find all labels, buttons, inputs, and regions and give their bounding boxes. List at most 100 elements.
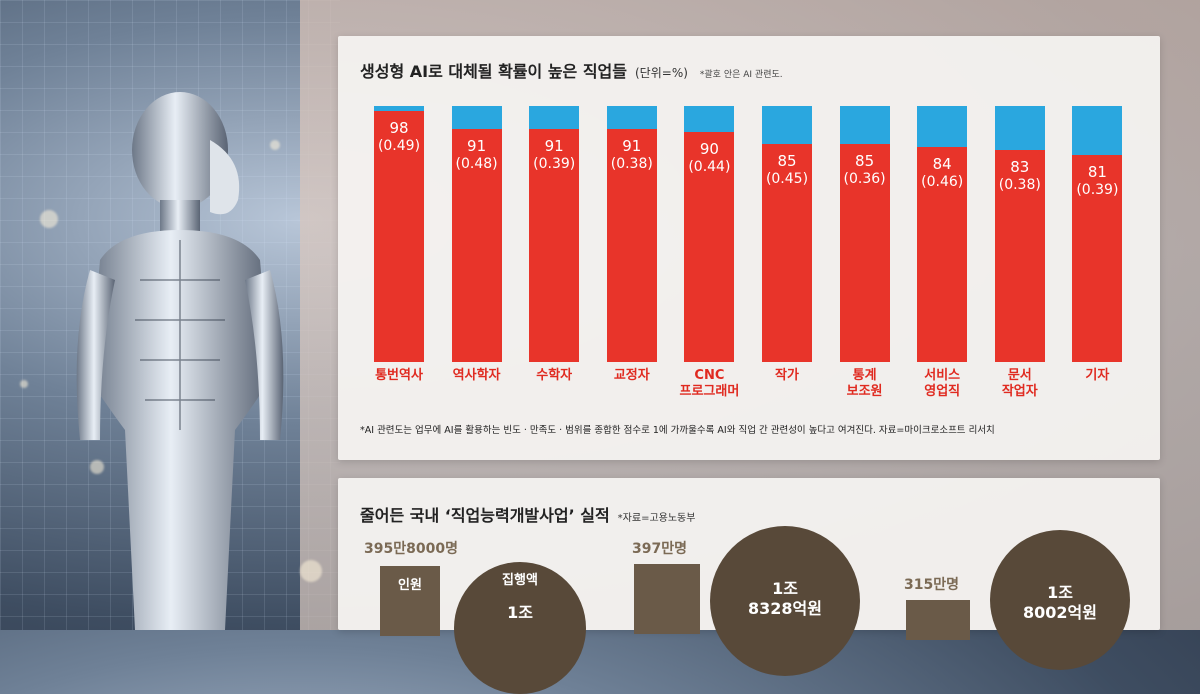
chart-title: 생성형 AI로 대체될 확률이 높은 직업들 <box>360 62 627 81</box>
bar-remainder: 85 (0.45) <box>762 106 812 362</box>
bar <box>917 147 968 362</box>
bar-value-label: 81 (0.39) <box>1062 163 1132 199</box>
category-labels: 통번역사 역사학자 수학자 교정자 CNC 프로그래머 작가 통계 보조원 서비스 영업직 문서 작업자… <box>374 368 1134 408</box>
bar-remainder: 83 (0.38) <box>994 106 1045 362</box>
footnote: *AI 관련도는 업무에 AI를 활용하는 빈도 · 만족도 · 범위를 종합한… <box>360 425 995 436</box>
bar <box>529 129 580 362</box>
budget-value-1: 1조 <box>507 603 533 622</box>
bar-value-label: 83 (0.38) <box>985 158 1055 194</box>
ai-relevance-label: (0.39) <box>533 156 576 172</box>
category-label-line: 통계 <box>852 368 877 383</box>
bar <box>994 150 1045 362</box>
chart-note: *괄호 안은 AI 관련도. <box>699 70 783 80</box>
ai-relevance-label: (0.45) <box>765 171 809 187</box>
budget-value-2-line2: 8328억원 <box>748 599 822 618</box>
ai-relevance-label: (0.44) <box>688 159 731 175</box>
budget-value-3-line1: 1조 <box>1047 583 1073 602</box>
category-label-line: CNC <box>694 368 725 383</box>
bottom-chart-header: 줄어든 국내 ‘직업능력개발사업’ 실적 *자료=고용노동부 <box>360 502 695 526</box>
category-label: 작가 <box>747 368 827 384</box>
bar-value: 90 <box>699 140 719 158</box>
robot-illustration <box>76 92 284 630</box>
ai-relevance-label: (0.36) <box>843 171 886 187</box>
bar-value: 91 <box>544 137 564 155</box>
bar-remainder: 91 (0.48) <box>451 106 502 362</box>
category-label-line: 통번역사 <box>375 368 423 383</box>
bar <box>451 129 502 362</box>
bar-value-label: 98 (0.49) <box>364 119 434 155</box>
bar-value: 81 <box>1087 163 1107 181</box>
bar-value-label: 84 (0.46) <box>907 155 977 191</box>
category-label-line: 작업자 <box>1001 384 1038 399</box>
category-label: 기자 <box>1057 368 1137 384</box>
category-label-line: 문서 <box>1007 368 1032 383</box>
bar-value: 84 <box>932 155 952 173</box>
people-label: 인원 <box>398 578 422 593</box>
category-label-line: 역사학자 <box>452 368 501 383</box>
ai-relevance-label: (0.48) <box>455 156 498 172</box>
ai-relevance-label: (0.38) <box>610 156 653 172</box>
bar-value: 83 <box>1010 158 1030 176</box>
category-label-line: 교정자 <box>613 368 650 383</box>
budget-value-3-line2: 8002억원 <box>1023 603 1097 622</box>
category-label: 서비스 영업직 <box>902 368 982 400</box>
bar-value-label: 91 (0.48) <box>442 137 512 173</box>
bar-value-label: 85 (0.45) <box>752 152 822 188</box>
bokeh-light <box>20 380 28 388</box>
bar-value: 85 <box>855 152 875 170</box>
bottom-chart-source: *자료=고용노동부 <box>617 513 696 524</box>
bar-value: 91 <box>622 137 642 155</box>
bar-remainder: 85 (0.36) <box>839 106 890 362</box>
bar <box>1072 155 1123 362</box>
category-label: 교정자 <box>592 368 672 384</box>
category-label-line: 영업직 <box>924 384 961 399</box>
category-label-line: 서비스 <box>924 368 961 383</box>
bar <box>839 144 890 362</box>
bar <box>606 129 657 362</box>
bar-remainder: 84 (0.46) <box>917 106 968 362</box>
people-count-2: 397만명 <box>632 541 687 557</box>
ai-relevance-label: (0.46) <box>921 174 964 190</box>
chart-unit: (단위=%) <box>635 66 688 80</box>
bokeh-light <box>270 140 280 150</box>
people-bar-2 <box>634 564 700 634</box>
bar-value-label: 91 (0.39) <box>519 137 589 173</box>
category-label-line: 보조원 <box>846 384 883 399</box>
category-label: 역사학자 <box>437 368 517 384</box>
ai-relevance-label: (0.39) <box>1076 182 1119 198</box>
bottom-chart-panel: 줄어든 국내 ‘직업능력개발사업’ 실적 *자료=고용노동부 395만8000명… <box>338 478 1160 694</box>
budget-label: 집행액 <box>502 573 538 588</box>
people-bar-1: 인원 <box>380 566 440 636</box>
category-label: 통계 보조원 <box>825 368 905 400</box>
budget-circle-3: 1조 8002억원 <box>990 530 1130 670</box>
bar-value-label: 91 (0.38) <box>597 137 667 173</box>
bar-value: 85 <box>777 152 797 170</box>
people-bar-3 <box>906 600 970 640</box>
category-label: 문서 작업자 <box>980 368 1060 400</box>
budget-circle-2: 1조 8328억원 <box>710 526 860 676</box>
bar-value-label: 85 (0.36) <box>830 152 900 188</box>
top-chart-header: 생성형 AI로 대체될 확률이 높은 직업들 (단위=%) *괄호 안은 AI … <box>360 58 783 82</box>
category-label-line: 기자 <box>1085 368 1110 383</box>
category-label-line: 수학자 <box>536 368 573 383</box>
bar <box>684 132 735 362</box>
bar-remainder: 91 (0.38) <box>606 106 657 362</box>
bar-remainder: 81 (0.39) <box>1072 106 1123 362</box>
budget-value-2-line1: 1조 <box>772 579 798 598</box>
category-label: CNC 프로그래머 <box>669 368 749 400</box>
bar-value-label: 90 (0.44) <box>674 140 744 176</box>
bar-value: 98 <box>389 119 409 137</box>
ai-relevance-label: (0.38) <box>998 177 1041 193</box>
bokeh-light <box>40 210 58 228</box>
bottom-chart-title: 줄어든 국내 ‘직업능력개발사업’ 실적 <box>360 506 610 525</box>
category-label-line: 프로그래머 <box>679 384 740 399</box>
budget-circle-1: 집행액 1조 <box>454 562 586 694</box>
people-count-1: 395만8000명 <box>364 541 458 557</box>
category-label: 통번역사 <box>359 368 439 384</box>
category-label-line: 작가 <box>775 368 799 383</box>
people-count-3: 315만명 <box>904 577 959 593</box>
ai-relevance-label: (0.49) <box>377 138 421 154</box>
category-label: 수학자 <box>514 368 594 384</box>
bar <box>374 111 424 362</box>
bar-plot: 98 (0.49) 91 (0.48) 91 (0.39) 91 (0.38) 90 (0.44)… <box>374 106 1134 362</box>
